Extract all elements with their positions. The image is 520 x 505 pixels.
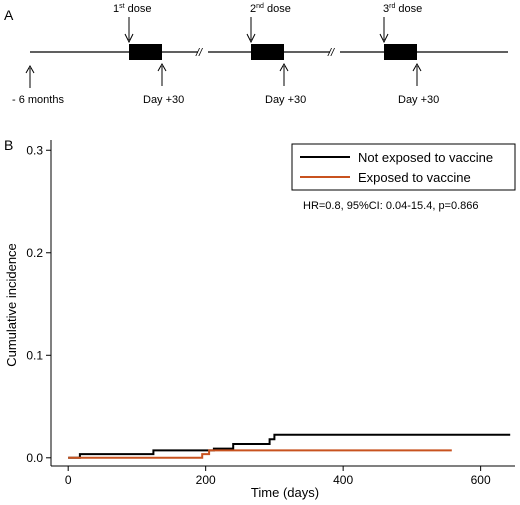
day30-1-label: Day +30	[143, 94, 184, 106]
x-tick-label: 600	[471, 473, 491, 487]
x-axis-title: Time (days)	[251, 485, 319, 500]
dose-3-arrow-head	[379, 33, 389, 44]
series-group	[68, 433, 511, 459]
legend-box	[291, 143, 516, 191]
dose-3-label: 3rd dose	[383, 3, 422, 15]
y-ticks: 0.0 0.1 0.2 0.3	[26, 143, 51, 465]
dose-1-group: 1st dose Day +30	[113, 3, 184, 106]
day30-3-arrow-head	[412, 62, 422, 72]
y-tick-label: 0.2	[26, 246, 43, 260]
series-line-exposed	[68, 449, 452, 459]
day30-3-label: Day +30	[398, 94, 439, 106]
dose-1-label: 1st dose	[113, 3, 152, 15]
dose-2-label: 2nd dose	[250, 3, 291, 15]
x-tick-label: 400	[333, 473, 353, 487]
legend-label-exposed: Exposed to vaccine	[358, 170, 471, 185]
dose-2-arrow-head	[246, 33, 256, 44]
panel-a-label: A	[4, 7, 14, 23]
dose-3-group: 3rd dose Day +30	[379, 3, 439, 106]
legend-label-not-exposed: Not exposed to vaccine	[358, 150, 493, 165]
y-tick-label: 0.3	[26, 143, 43, 157]
y-tick-label: 0.0	[26, 451, 43, 465]
day30-2-label: Day +30	[265, 94, 306, 106]
dose-1-arrow-head	[124, 33, 134, 44]
start-label: - 6 months	[12, 94, 64, 106]
y-tick-label: 0.1	[26, 348, 43, 362]
dose-2-window-bar	[251, 44, 284, 60]
timeline-break-mark: //	[327, 47, 335, 59]
day30-2-arrow-head	[279, 62, 289, 72]
start-arrow-head	[25, 64, 35, 74]
dose-3-window-bar	[384, 44, 417, 60]
hr-annotation: HR=0.8, 95%CI: 0.04-15.4, p=0.866	[303, 200, 479, 212]
day30-1-arrow-head	[157, 62, 167, 72]
series-line-not-exposed	[68, 433, 511, 459]
dose-2-group: 2nd dose Day +30	[246, 3, 306, 106]
timeline-break-mark: //	[195, 47, 203, 59]
y-axis-title: Cumulative incidence	[4, 243, 19, 367]
dose-1-window-bar	[129, 44, 162, 60]
panel-a: A // // - 6 months 1st dose Day +30 2nd …	[4, 3, 508, 106]
x-ticks: 0 200 400 600	[65, 466, 491, 487]
x-tick-label: 200	[196, 473, 216, 487]
x-tick-label: 0	[65, 473, 72, 487]
panel-b-label: B	[4, 137, 13, 153]
legend: Not exposed to vaccine Exposed to vaccin…	[291, 143, 516, 191]
panel-b: B 0.0 0.1 0.2 0.3 0 200 400 600 Cumulative inc…	[4, 137, 516, 500]
